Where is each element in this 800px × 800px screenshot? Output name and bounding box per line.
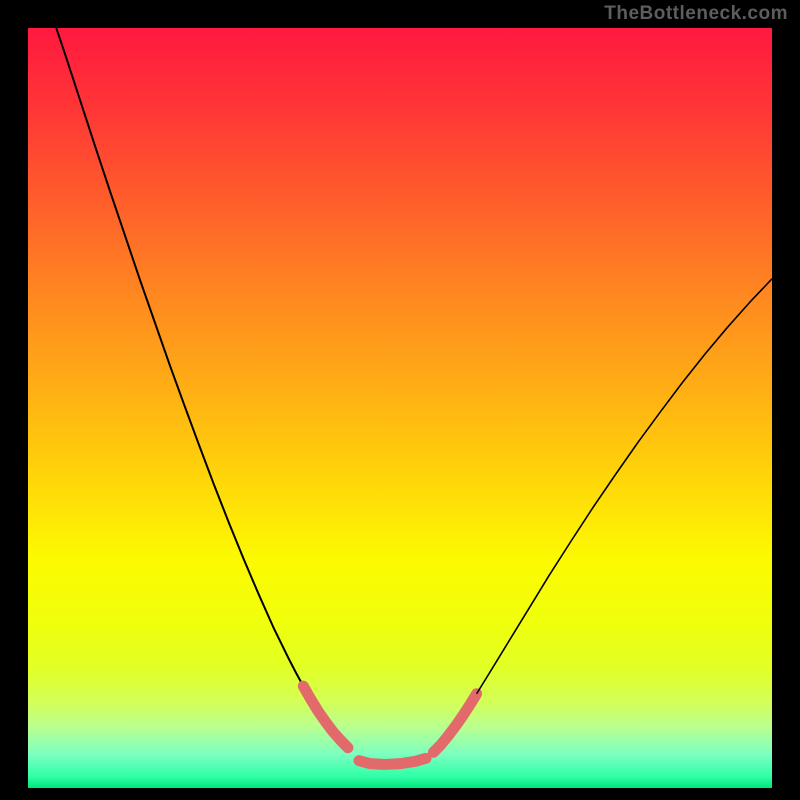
- chart-svg: [28, 28, 772, 788]
- gradient-background: [28, 28, 772, 788]
- chart-frame: TheBottleneck.com: [0, 0, 800, 800]
- plot-area: [28, 28, 772, 788]
- series-bottom-overlay: [359, 758, 426, 764]
- watermark-text: TheBottleneck.com: [604, 3, 788, 25]
